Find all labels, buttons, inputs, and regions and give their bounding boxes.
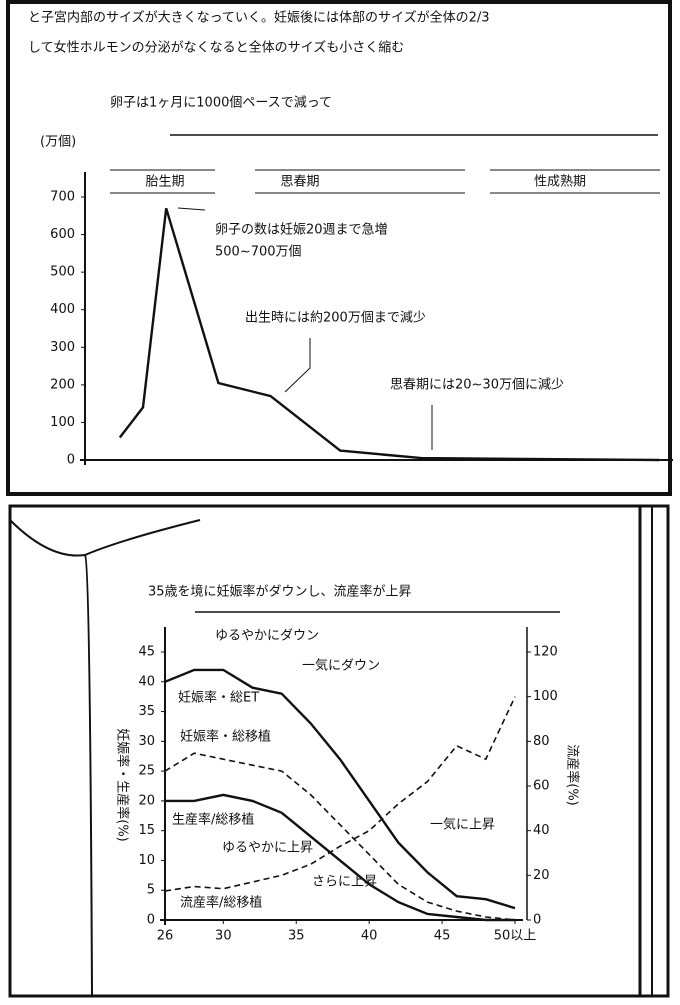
x-tick-label: 40: [361, 929, 378, 944]
y-axis-unit: (万個): [40, 135, 76, 150]
header-text: して女性ホルモンの分泌がなくなると全体のサイズも小さく縮む: [28, 40, 404, 56]
y-tick-label: 40: [138, 674, 155, 689]
panel-border: [8, 504, 670, 998]
series-label: 妊娠率・総ET: [178, 690, 259, 706]
data-line: [118, 207, 660, 462]
x-tick-label: 30: [215, 929, 232, 944]
y-tick-label: 20: [138, 793, 155, 808]
annotation-pointer: [177, 207, 433, 450]
y2-axis-label: 流産率(%): [565, 744, 581, 806]
header-text: と子宮内部のサイズが大きくなっていく。妊娠後には体部のサイズが全体の2/3: [28, 10, 490, 26]
y-tick-label: 500: [50, 265, 75, 280]
annotation: ゆるやかにダウン: [215, 629, 319, 644]
data-line: [164, 696, 516, 892]
y-tick-label: 300: [50, 340, 75, 355]
y-tick-label: 35: [138, 704, 155, 719]
annotation: 卵子の数は妊娠20週まで急増: [215, 223, 388, 238]
y-tick-label: 0: [67, 453, 75, 468]
annotation: 一気に上昇: [430, 817, 495, 833]
annotation: 思春期には20~30万個に減少: [390, 377, 564, 393]
annotation: 500~700万個: [215, 245, 302, 260]
y-tick-label: 45: [138, 645, 155, 660]
y-tick-label: 30: [138, 734, 155, 749]
phase-label: 胎生期: [145, 175, 184, 190]
chart-title: 35歳を境に妊娠率がダウンし、流産率が上昇: [148, 584, 412, 600]
annotation: 一気にダウン: [302, 658, 380, 674]
y2-tick-label: 40: [533, 823, 550, 838]
y-tick-label: 400: [50, 302, 75, 317]
series-label: 妊娠率・総移植: [180, 729, 271, 745]
y2-tick-label: 100: [533, 689, 558, 704]
y2-tick-label: 120: [533, 645, 558, 660]
data-line: [164, 752, 516, 921]
y2-tick-label: 20: [533, 868, 550, 883]
y-tick-label: 700: [50, 190, 75, 205]
y-tick-label: 5: [147, 883, 155, 898]
y2-tick-label: 0: [533, 913, 541, 928]
panel-border: [6, 0, 672, 496]
y-tick-label: 0: [147, 913, 155, 928]
y-tick-label: 10: [138, 853, 155, 868]
data-line: [165, 793, 515, 922]
chart-title: 卵子は1ヶ月に1000個ペースで減って: [110, 95, 332, 111]
phase-label: 思春期: [280, 175, 319, 190]
x-tick-label: 50以上: [494, 929, 537, 944]
data-line: [164, 668, 516, 910]
annotation: ゆるやかに上昇: [222, 841, 313, 856]
y2-tick-label: 80: [533, 734, 550, 749]
book-fold: [9, 519, 201, 997]
x-tick-label: 35: [288, 929, 305, 944]
x-tick-label: 26: [157, 929, 174, 944]
y-tick-label: 25: [138, 764, 155, 779]
series-label: 生産率/総移植: [172, 812, 254, 828]
phase-label: 性成熟期: [534, 174, 586, 190]
annotation: 出生時には約200万個まで減少: [245, 310, 426, 326]
y-axis-label: 妊娠率・生産率(%): [115, 728, 131, 842]
y-tick-label: 600: [50, 227, 75, 242]
y-tick-label: 100: [50, 415, 75, 430]
series-label: 流産率/総移植: [180, 895, 262, 911]
y-tick-label: 200: [50, 377, 75, 392]
x-tick-label: 45: [434, 929, 451, 944]
y2-tick-label: 60: [533, 779, 550, 794]
y-tick-label: 15: [138, 823, 155, 838]
